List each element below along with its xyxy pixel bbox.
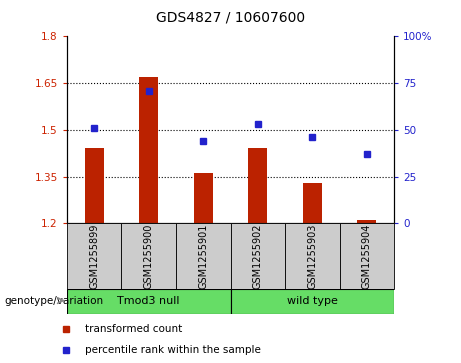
Bar — [67, 223, 121, 289]
Text: GSM1255900: GSM1255900 — [144, 223, 154, 289]
Bar — [303, 183, 322, 223]
Bar — [230, 223, 285, 289]
Bar — [230, 289, 394, 314]
Text: transformed count: transformed count — [85, 324, 183, 334]
Text: GSM1255904: GSM1255904 — [362, 223, 372, 289]
Bar — [176, 223, 230, 289]
Text: GSM1255903: GSM1255903 — [307, 223, 317, 289]
Text: wild type: wild type — [287, 296, 338, 306]
Bar — [357, 220, 377, 223]
Text: GSM1255901: GSM1255901 — [198, 223, 208, 289]
Text: Tmod3 null: Tmod3 null — [118, 296, 180, 306]
Bar — [340, 223, 394, 289]
Text: GSM1255902: GSM1255902 — [253, 223, 263, 289]
Bar — [194, 174, 213, 223]
Bar — [121, 223, 176, 289]
Bar — [139, 77, 158, 223]
Bar — [285, 223, 340, 289]
Text: GDS4827 / 10607600: GDS4827 / 10607600 — [156, 11, 305, 25]
Text: GSM1255899: GSM1255899 — [89, 223, 99, 289]
Bar — [67, 289, 230, 314]
Text: genotype/variation: genotype/variation — [5, 295, 104, 306]
Bar — [84, 148, 104, 223]
Bar — [248, 148, 267, 223]
Text: percentile rank within the sample: percentile rank within the sample — [85, 345, 261, 355]
